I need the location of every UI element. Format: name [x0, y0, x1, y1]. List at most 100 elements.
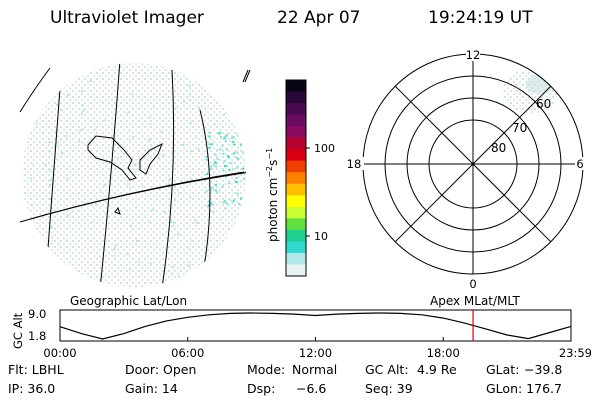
geo-speck: [30, 203, 33, 206]
geo-speck: [49, 179, 52, 181]
geo-panel-label: Geographic Lat/Lon: [70, 294, 187, 308]
geo-speck: [177, 233, 180, 236]
color-bar-frame: [285, 79, 307, 277]
geo-speck: [235, 177, 238, 180]
geo-speck: [168, 178, 171, 181]
geo-speck: [228, 156, 230, 159]
geo-speck: [55, 130, 57, 133]
geo-speck: [246, 166, 248, 168]
geo-speck: [234, 115, 237, 118]
mlat-label-70: 70: [512, 121, 527, 135]
geo-speck: [238, 249, 241, 252]
info-glat: GLat:: [486, 362, 520, 377]
geo-speck: [61, 152, 64, 155]
geo-speck: [225, 135, 228, 138]
meridian-ext: [19, 67, 51, 113]
color-bar-cell: [286, 126, 306, 139]
geo-speck: [82, 109, 85, 112]
geo-speck: [239, 144, 242, 147]
geo-speck: [239, 197, 242, 200]
geo-speck: [214, 161, 217, 164]
geo-speck: [162, 154, 165, 157]
geo-speck: [223, 137, 226, 140]
geo-speck: [236, 166, 239, 169]
color-bar-cell: [286, 172, 306, 185]
geo-speck: [233, 143, 236, 146]
info-gcalt: GC Alt:: [365, 362, 409, 377]
geo-speck: [237, 175, 240, 178]
geo-speck: [235, 181, 238, 184]
geo-speck: [225, 86, 228, 89]
geo-speck: [178, 275, 181, 278]
geo-speck: [56, 103, 58, 106]
mlt-label-12: 12: [466, 48, 481, 62]
altitude-xtick-label: 06:00: [171, 346, 204, 360]
altitude-chart-frame: [59, 309, 572, 342]
geo-speck: [172, 265, 175, 268]
geo-speck: [59, 139, 62, 142]
instrument-title: Ultraviolet Imager: [50, 8, 204, 28]
geo-speck: [96, 245, 99, 248]
geo-speck: [193, 218, 196, 221]
info-gcalt-value: 4.9 Re: [417, 362, 457, 377]
geo-speck: [152, 106, 155, 109]
geo-speck: [211, 203, 214, 206]
geo-speck: [222, 184, 225, 187]
time-label: 19:24:19 UT: [428, 8, 533, 28]
geo-speck: [79, 129, 82, 132]
geo-speck: [189, 196, 192, 199]
geo-speck: [127, 111, 130, 114]
coastline-landmass: [87, 135, 137, 181]
geo-speck: [81, 90, 84, 93]
geo-speck: [212, 210, 215, 213]
geo-speck: [219, 148, 222, 151]
geo-speck: [214, 183, 217, 186]
geo-speck: [210, 201, 213, 204]
geo-speck: [207, 241, 210, 244]
geo-speck: [188, 99, 191, 102]
geo-speck: [33, 116, 36, 119]
geo-speck: [231, 201, 234, 204]
color-bar-cell: [286, 160, 306, 173]
geo-speck: [230, 162, 233, 165]
geo-speck: [113, 254, 116, 257]
geo-speck: [53, 145, 56, 148]
geo-speck: [91, 220, 94, 223]
geo-speck: [190, 150, 193, 153]
geo-speck: [178, 234, 181, 237]
geo-speck: [30, 177, 32, 180]
color-bar-cell: [286, 229, 306, 243]
info-seq: Seq: 39: [365, 381, 413, 396]
geo-speck: [126, 183, 129, 186]
geo-speck: [175, 106, 178, 109]
geo-speck: [147, 139, 150, 142]
geo-speck: [227, 155, 230, 158]
color-bar-cell: [286, 252, 306, 266]
geo-speck: [220, 218, 223, 221]
geo-speck: [215, 165, 218, 168]
geo-speck: [229, 80, 232, 83]
geo-speck: [195, 222, 198, 225]
geo-speck: [49, 183, 51, 186]
geo-speck: [226, 202, 228, 205]
geo-speck: [231, 168, 234, 171]
geo-speck: [232, 239, 235, 242]
geo-speck: [134, 163, 137, 166]
geo-speck: [82, 142, 85, 145]
geo-speck: [218, 132, 221, 135]
geo-speck: [129, 225, 132, 227]
pole-mark: [242, 69, 251, 83]
geo-speck: [128, 268, 131, 271]
geo-speck: [190, 239, 193, 242]
altitude-ytick-label: 9.0: [28, 307, 46, 321]
geo-speck: [66, 177, 69, 180]
geo-speck: [228, 169, 231, 171]
geo-speck: [169, 220, 172, 223]
geo-speck: [237, 158, 240, 161]
color-bar-cell: [286, 218, 306, 231]
geo-speck: [154, 149, 156, 151]
geo-speck: [247, 183, 249, 185]
geo-speck: [35, 122, 38, 125]
geo-speck: [232, 136, 235, 139]
color-bar: 100 10 photon cm−2s−1: [265, 79, 335, 277]
